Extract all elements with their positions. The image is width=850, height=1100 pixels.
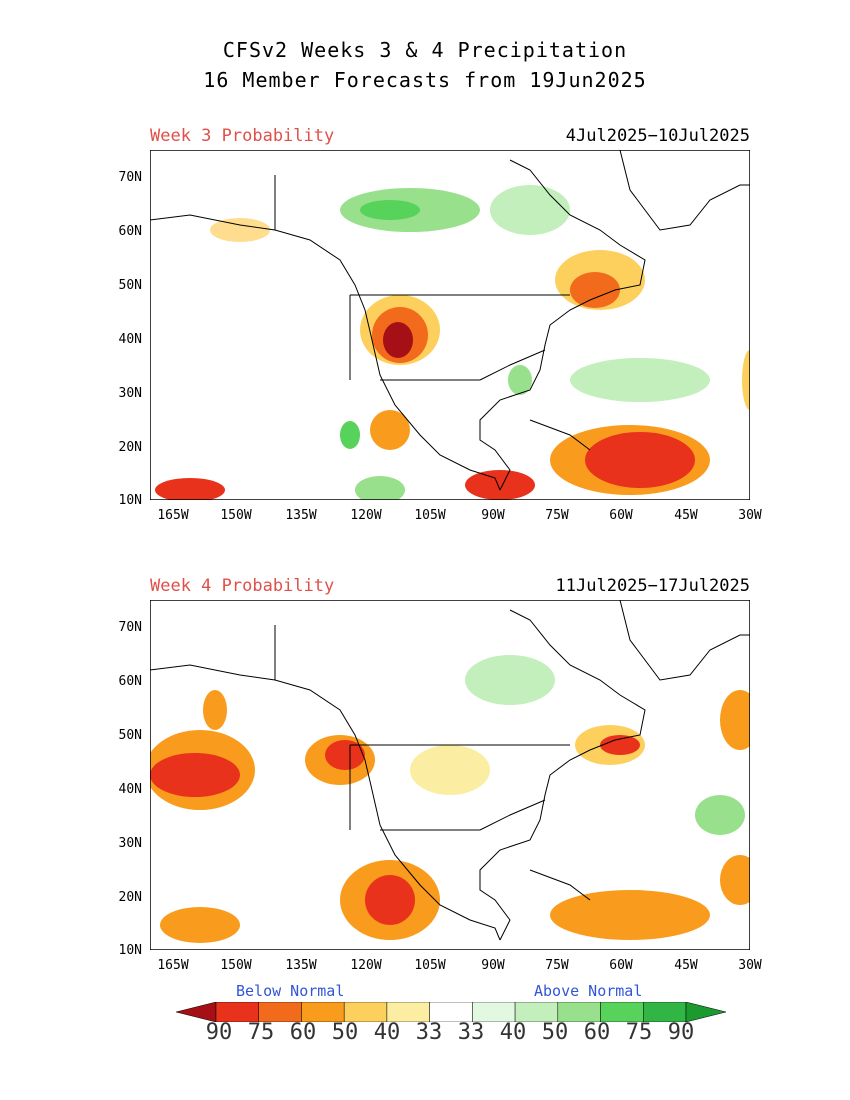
- lat-label: 40N: [118, 782, 142, 797]
- lon-label: 105W: [414, 508, 446, 523]
- lon-label: 120W: [350, 508, 382, 523]
- colorbar-swatch: [600, 1002, 644, 1022]
- colorbar-swatch: [343, 1002, 388, 1022]
- lat-label: 10N: [118, 493, 142, 508]
- chart-title: CFSv2 Weeks 3 & 4 Precipitation: [222, 38, 628, 62]
- lat-label: 60N: [118, 224, 142, 239]
- lon-label: 150W: [220, 958, 252, 973]
- lat-label: 70N: [118, 620, 142, 635]
- colorbar-swatch: [643, 1002, 687, 1022]
- week4-probability-shading: [150, 655, 750, 943]
- lon-label: 60W: [609, 958, 633, 973]
- lon-label: 75W: [545, 958, 569, 973]
- colorbar-number: 60: [583, 1020, 611, 1045]
- above-normal-label: Above Normal: [534, 982, 643, 1000]
- lat-label: 20N: [118, 440, 142, 455]
- lon-label: 105W: [414, 958, 446, 973]
- colorbar-swatch: [215, 1002, 259, 1022]
- lon-label: 135W: [285, 958, 317, 973]
- chart-subtitle: 16 Member Forecasts from 19Jun2025: [203, 68, 647, 92]
- week3-dates: 4Jul2025−10Jul2025: [565, 126, 750, 146]
- colorbar-swatch: [472, 1002, 516, 1022]
- colorbar-number: 90: [667, 1020, 695, 1045]
- colorbar-swatch: [557, 1002, 601, 1022]
- week3-map: [150, 150, 750, 500]
- colorbar-number: 90: [205, 1020, 233, 1045]
- colorbar-number: 40: [373, 1020, 401, 1045]
- colorbar-number: 33: [457, 1020, 485, 1045]
- colorbar-swatch: [176, 1002, 217, 1022]
- lat-label: 60N: [118, 674, 142, 689]
- colorbar-number: 75: [625, 1020, 653, 1045]
- color-bar: [176, 1002, 726, 1022]
- week3-coastlines: [150, 150, 750, 491]
- week3-probability-shading: [155, 185, 750, 500]
- lon-label: 60W: [609, 508, 633, 523]
- lon-label: 90W: [481, 508, 505, 523]
- week4-dates: 11Jul2025−17Jul2025: [555, 576, 750, 596]
- lat-label: 70N: [118, 170, 142, 185]
- week4-map: [150, 600, 750, 950]
- colorbar-swatch: [685, 1002, 726, 1022]
- week4-label: Week 4 Probability: [150, 576, 335, 596]
- below-normal-label: Below Normal: [236, 982, 345, 1000]
- lat-label: 30N: [118, 836, 142, 851]
- week4-coastlines: [150, 600, 750, 941]
- lon-label: 45W: [674, 508, 698, 523]
- colorbar-swatch: [429, 1002, 473, 1022]
- lon-label: 120W: [350, 958, 382, 973]
- colorbar-number: 50: [541, 1020, 569, 1045]
- colorbar-swatch: [514, 1002, 559, 1022]
- colorbar-number: 75: [247, 1020, 275, 1045]
- colorbar-number: 60: [289, 1020, 317, 1045]
- lat-label: 20N: [118, 890, 142, 905]
- week3-label: Week 3 Probability: [150, 126, 335, 146]
- lat-label: 50N: [118, 728, 142, 743]
- lon-label: 90W: [481, 958, 505, 973]
- lon-label: 30W: [738, 958, 762, 973]
- lon-label: 30W: [738, 508, 762, 523]
- lon-label: 165W: [157, 958, 189, 973]
- lat-label: 50N: [118, 278, 142, 293]
- lon-label: 135W: [285, 508, 317, 523]
- colorbar-swatch: [301, 1002, 345, 1022]
- colorbar-number: 33: [415, 1020, 443, 1045]
- lon-label: 75W: [545, 508, 569, 523]
- colorbar-swatch: [258, 1002, 302, 1022]
- colorbar-swatch: [386, 1002, 430, 1022]
- lon-label: 150W: [220, 508, 252, 523]
- colorbar-number: 40: [499, 1020, 527, 1045]
- lat-label: 40N: [118, 332, 142, 347]
- lat-label: 10N: [118, 943, 142, 958]
- lat-label: 30N: [118, 386, 142, 401]
- lon-label: 45W: [674, 958, 698, 973]
- colorbar-number: 50: [331, 1020, 359, 1045]
- lon-label: 165W: [157, 508, 189, 523]
